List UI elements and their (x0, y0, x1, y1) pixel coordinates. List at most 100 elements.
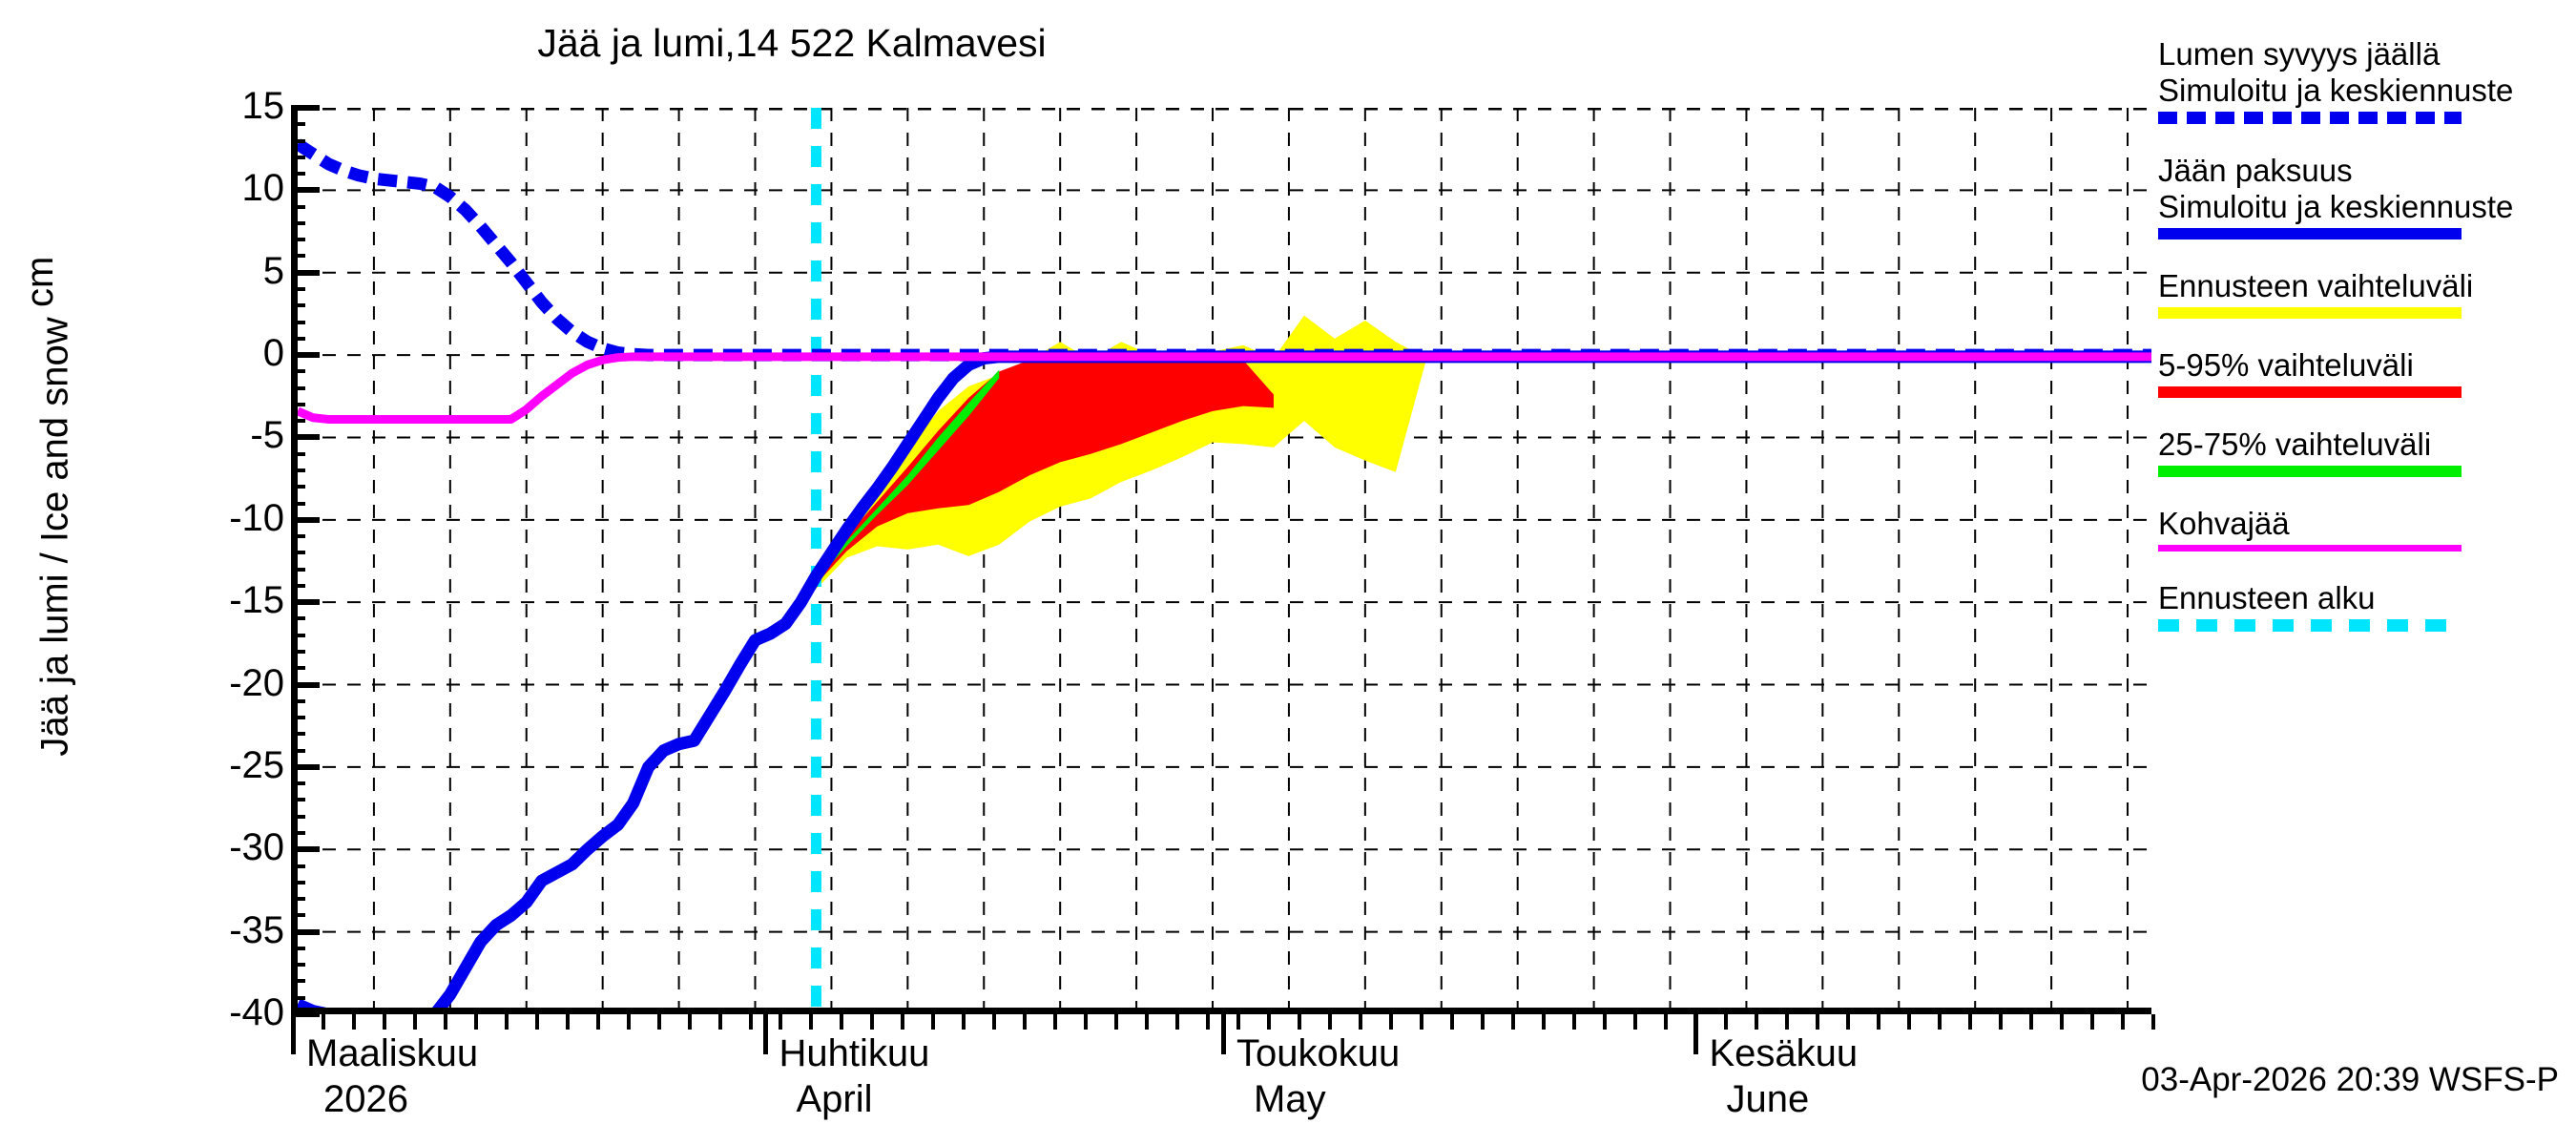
x-minor-tick (626, 1014, 631, 1030)
x-minor-tick (1297, 1014, 1301, 1030)
y-minor-tick (291, 567, 305, 572)
x-minor-tick (1327, 1014, 1332, 1030)
legend-swatch-solid-red (2158, 386, 2462, 398)
x-label-month-en: April (796, 1078, 873, 1120)
x-minor-tick (1785, 1014, 1790, 1030)
x-month-tick (1221, 1014, 1226, 1054)
legend-swatch-dashed-cyan (2158, 619, 2462, 632)
legend-item: Ennusteen vaihteluväli (2158, 268, 2568, 344)
legend-label: 5-95% vaihteluväli (2158, 347, 2414, 383)
x-label-month-en: May (1254, 1078, 1326, 1120)
x-minor-tick (1510, 1014, 1515, 1030)
x-minor-tick (1907, 1014, 1912, 1030)
legend-item: Kohvajää (2158, 506, 2568, 576)
chart-canvas (298, 108, 2151, 1008)
y-minor-tick (291, 880, 305, 885)
legend-swatch-solid-green (2158, 466, 2462, 477)
x-axis-label: Toukokuu May (1236, 1030, 1400, 1122)
legend-item: 25-75% vaihteluväli (2158, 427, 2568, 502)
y-minor-tick (291, 633, 305, 637)
x-minor-tick (1663, 1014, 1668, 1030)
x-minor-tick (1419, 1014, 1423, 1030)
y-minor-tick (291, 451, 305, 456)
x-minor-tick (1206, 1014, 1211, 1030)
x-minor-tick (1449, 1014, 1454, 1030)
x-minor-tick (504, 1014, 509, 1030)
legend-spacer (2158, 632, 2568, 656)
y-minor-tick (291, 220, 305, 225)
plot-inner (298, 108, 2151, 1008)
y-minor-tick (291, 979, 305, 984)
x-label-month-fi: Toukokuu (1236, 1032, 1401, 1074)
legend-label: Kohvajää (2158, 506, 2290, 541)
x-minor-tick (1023, 1014, 1028, 1030)
y-minor-tick (291, 913, 305, 918)
legend-swatch-dashed-blue (2158, 112, 2462, 124)
y-minor-tick (291, 551, 305, 555)
y-minor-tick (291, 831, 305, 835)
legend-spacer (2158, 124, 2568, 149)
x-axis-label: Huhtikuu April (779, 1030, 929, 1122)
legend-label: Lumen syvyys jäällä (2158, 36, 2441, 72)
legend-sublabel: Simuloitu ja keskiennuste (2158, 73, 2514, 108)
y-axis: Jää ja lumi / Ice and snow cm 15 10 5 0 -5 -1… (0, 0, 286, 1145)
y-tick-label: -25 (229, 743, 284, 786)
x-minor-tick (870, 1014, 875, 1030)
y-tick-mark (291, 763, 320, 770)
y-tick-mark (291, 187, 320, 194)
x-minor-tick (1999, 1014, 2004, 1030)
x-minor-tick (2090, 1014, 2095, 1030)
legend-label: Ennusteen vaihteluväli (2158, 268, 2474, 303)
x-minor-tick (2029, 1014, 2034, 1030)
x-minor-tick (1114, 1014, 1119, 1030)
y-tick-label: -30 (229, 826, 284, 869)
legend-item: Jään paksuus Simuloitu ja keskiennuste (2158, 153, 2568, 264)
y-minor-tick (291, 897, 305, 902)
y-minor-tick (291, 485, 305, 489)
y-tick-label: -40 (229, 991, 284, 1033)
y-minor-tick (291, 287, 305, 291)
legend-sublabel: Simuloitu ja keskiennuste (2158, 189, 2514, 224)
plot-area (291, 108, 2151, 1014)
x-minor-tick (962, 1014, 966, 1030)
y-minor-tick (291, 616, 305, 621)
y-minor-tick (291, 122, 305, 127)
x-minor-tick (1877, 1014, 1881, 1030)
x-minor-tick (901, 1014, 905, 1030)
x-minor-tick (1816, 1014, 1820, 1030)
x-minor-tick (1053, 1014, 1058, 1030)
y-minor-tick (291, 468, 305, 472)
legend-spacer (2158, 239, 2568, 264)
x-minor-tick (2060, 1014, 2065, 1030)
x-minor-tick (717, 1014, 722, 1030)
y-minor-tick (291, 864, 305, 868)
x-minor-tick (412, 1014, 417, 1030)
y-minor-tick (291, 814, 305, 819)
legend-swatch-solid-yellow (2158, 307, 2462, 319)
y-tick-label: 5 (262, 249, 284, 292)
y-tick-label: -5 (250, 414, 284, 457)
y-minor-tick (291, 666, 305, 671)
x-label-month-en: June (1726, 1078, 1810, 1120)
x-minor-tick (1571, 1014, 1576, 1030)
x-minor-tick (534, 1014, 539, 1030)
x-minor-tick (1084, 1014, 1089, 1030)
y-minor-tick (291, 732, 305, 737)
x-minor-tick (1968, 1014, 1973, 1030)
legend-swatch-solid-blue (2158, 228, 2462, 239)
legend-label: Ennusteen alku (2158, 580, 2376, 615)
x-minor-tick (1755, 1014, 1759, 1030)
x-axis-label: Kesäkuu June (1709, 1030, 1858, 1122)
y-minor-tick (291, 716, 305, 720)
legend-spacer (2158, 552, 2568, 576)
x-minor-tick (1266, 1014, 1271, 1030)
x-minor-tick (443, 1014, 447, 1030)
x-minor-tick (931, 1014, 936, 1030)
chart-legend: Lumen syvyys jäällä Simuloitu ja keskienn… (2158, 36, 2568, 660)
legend-spacer (2158, 477, 2568, 502)
x-minor-tick (687, 1014, 692, 1030)
x-minor-tick (1236, 1014, 1240, 1030)
y-minor-tick (291, 238, 305, 242)
x-minor-tick (1541, 1014, 1546, 1030)
y-tick-label: -35 (229, 908, 284, 951)
